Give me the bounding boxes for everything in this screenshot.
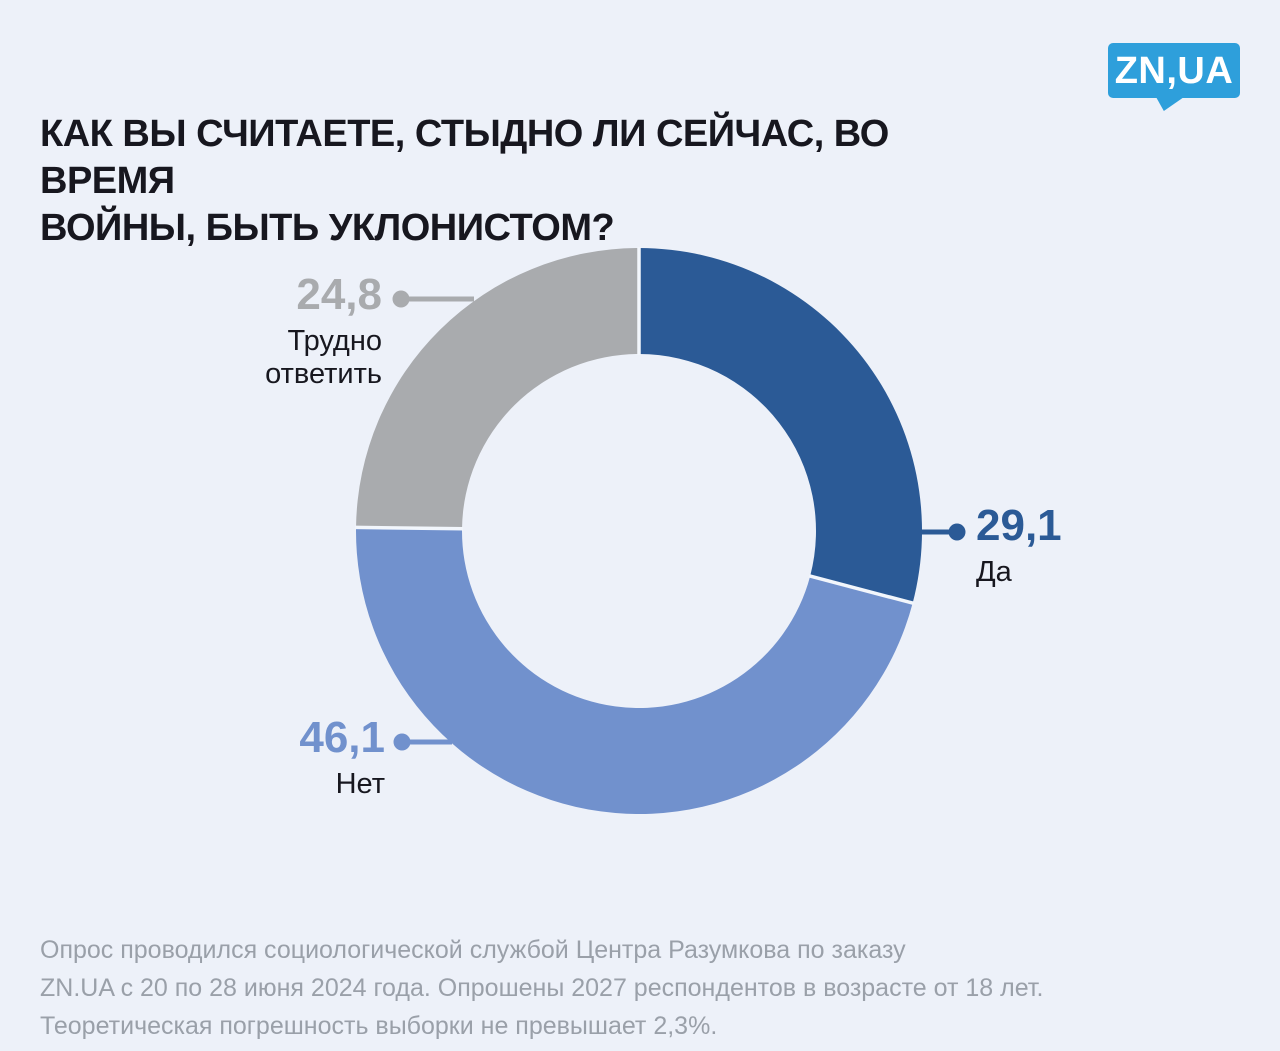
logo-text: ZN,UA (1114, 49, 1234, 92)
slice-label: Нет (335, 768, 385, 800)
slice-label: Да (976, 556, 1012, 588)
callout-da: 29,1 Да (976, 504, 1236, 589)
page-title: КАК ВЫ СЧИТАЕТЕ, СТЫДНО ЛИ СЕЙЧАС, ВО ВР… (40, 113, 889, 249)
slice-separator (355, 525, 464, 531)
callout-trudno-otvetit: 24,8 Трудно ответить (182, 273, 382, 391)
slice-label: Трудно ответить (265, 325, 382, 390)
donut-slice (355, 527, 913, 815)
callout-dot (393, 733, 411, 751)
slice-value: 24,8 (296, 270, 382, 319)
callout-dot (948, 523, 966, 541)
callout-net: 46,1 Нет (185, 716, 385, 801)
donut-slice (639, 248, 922, 604)
slice-value: 29,1 (976, 501, 1062, 550)
slice-separator (808, 574, 915, 606)
donut-slice (356, 248, 639, 529)
callout-dot (392, 290, 410, 308)
slice-value: 46,1 (299, 713, 385, 762)
znua-logo: ZN,UA (1108, 43, 1240, 111)
footer-note: Опрос проводился социологической службой… (40, 936, 1044, 1040)
